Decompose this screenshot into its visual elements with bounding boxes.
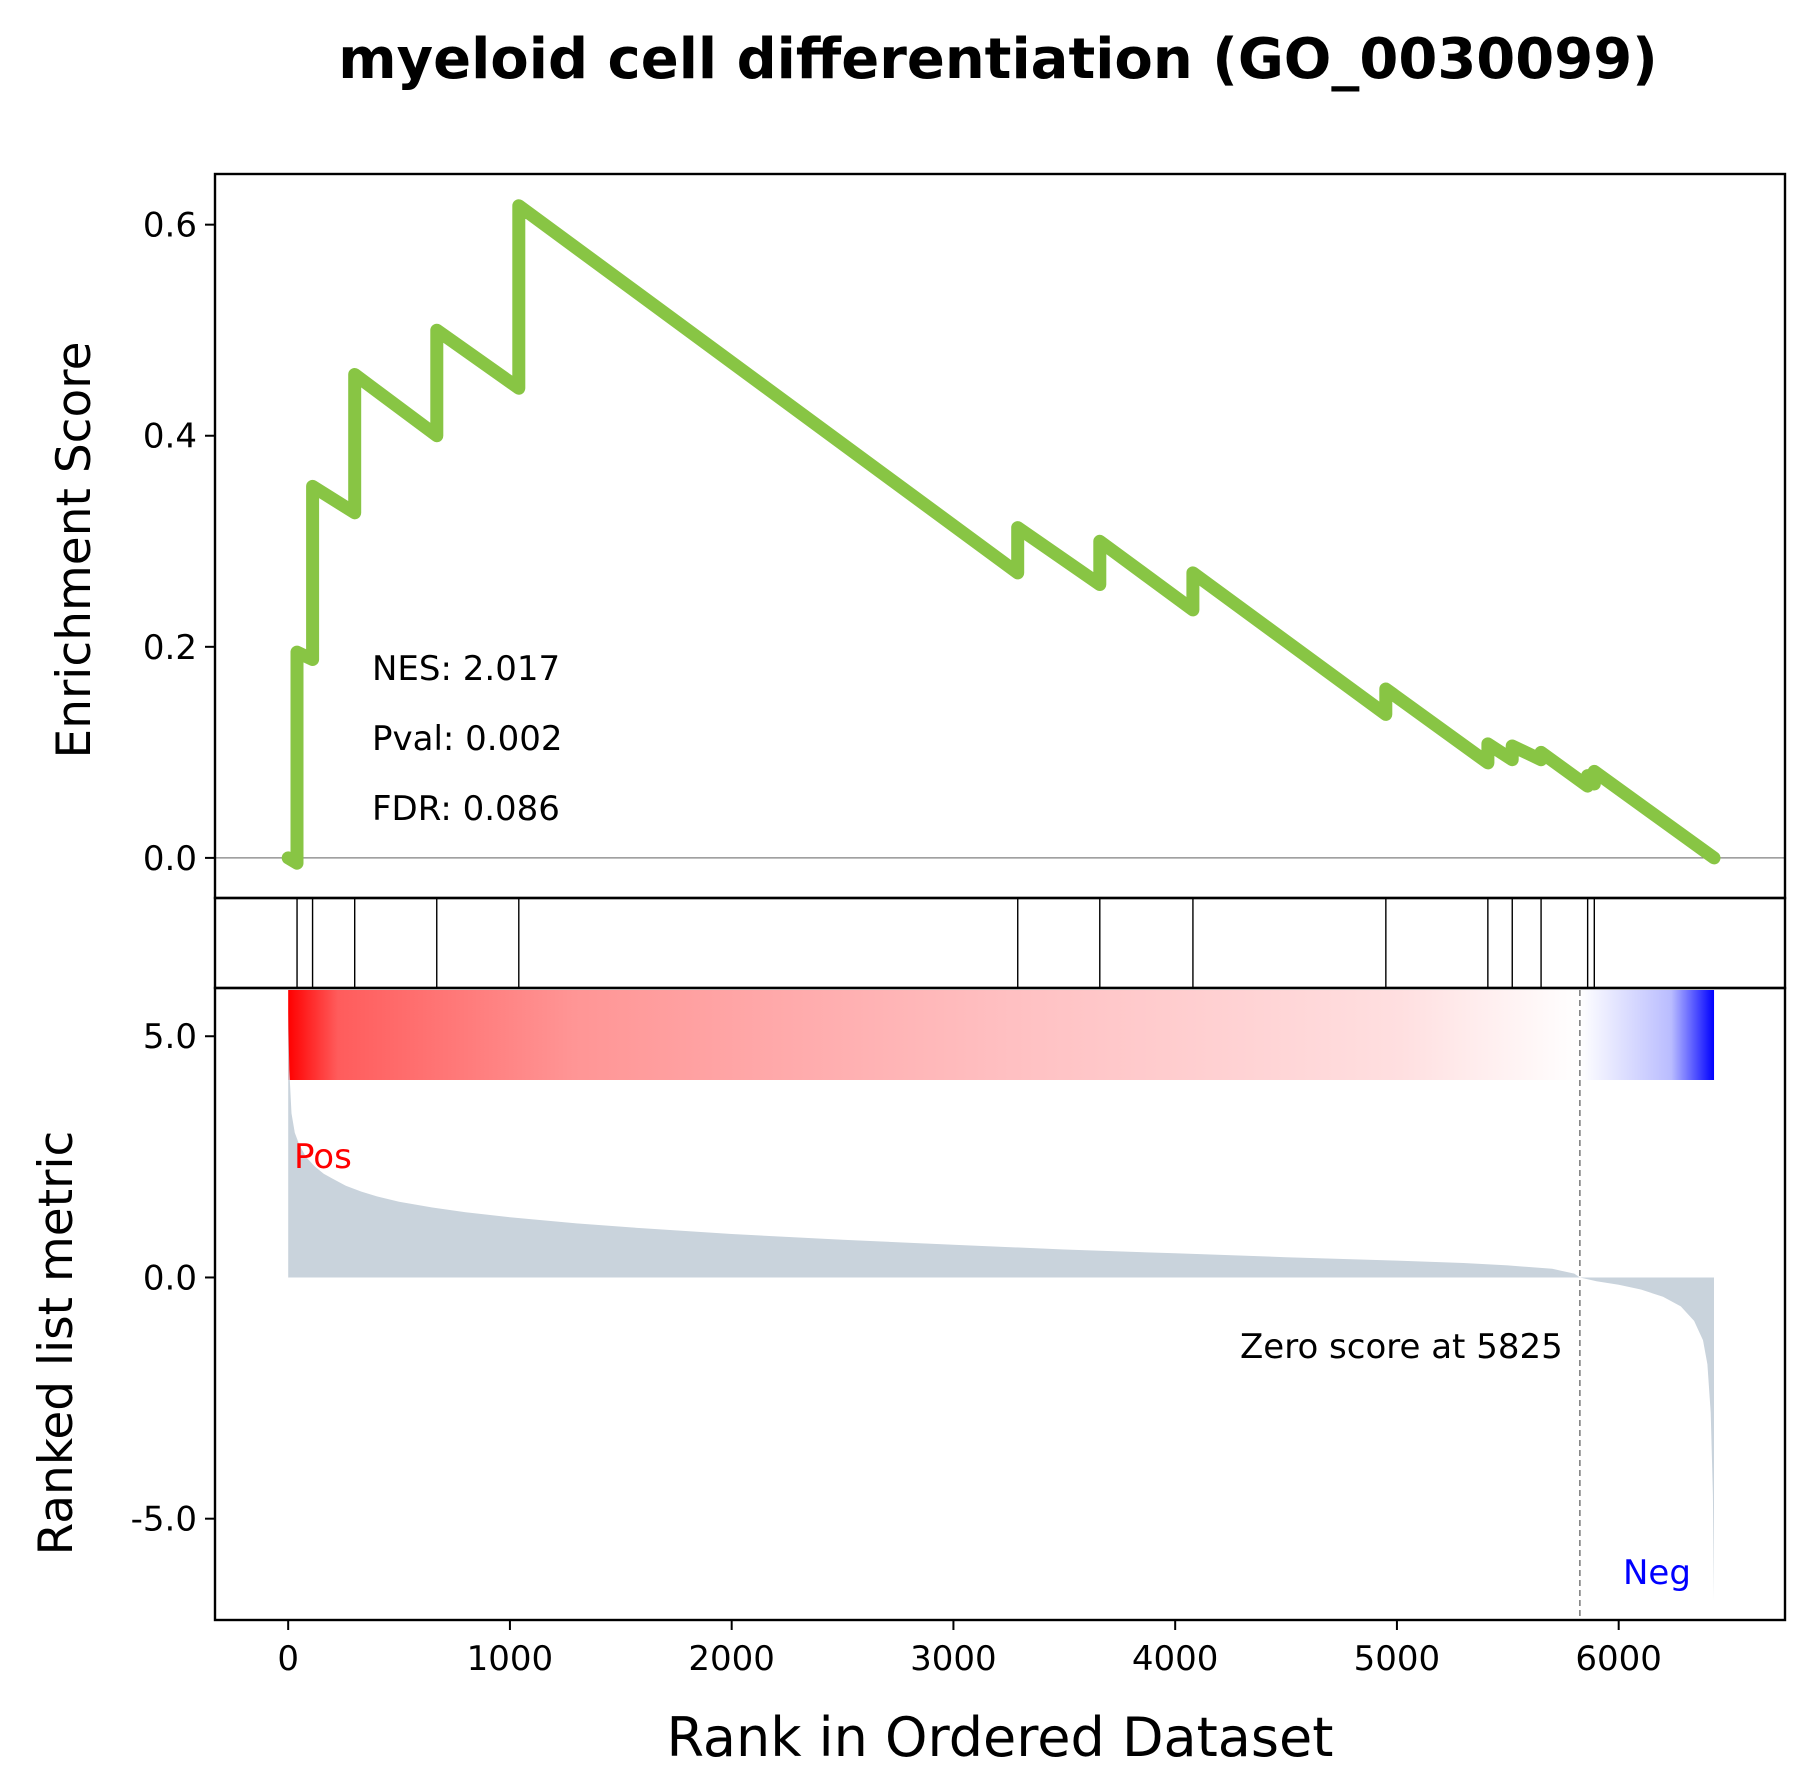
metric-ytick-label: -5.0 xyxy=(131,1500,197,1540)
es-ytick-label: 0.6 xyxy=(143,206,197,246)
metric-ylabel: Ranked list metric xyxy=(29,1131,84,1556)
pos-label: Pos xyxy=(294,1137,352,1177)
metric-ytick-label: 5.0 xyxy=(143,1017,197,1057)
x-tick-label: 0 xyxy=(277,1639,299,1679)
x-tick-label: 4000 xyxy=(1132,1639,1219,1679)
x-tick-label: 3000 xyxy=(910,1639,997,1679)
es-line xyxy=(281,199,1721,870)
es-ylabel: Enrichment Score xyxy=(47,342,102,759)
hits-panel xyxy=(213,896,1787,990)
x-tick-label: 2000 xyxy=(688,1639,775,1679)
rank-heatmap xyxy=(288,990,1715,1080)
metric-ytick-label: 0.0 xyxy=(143,1258,197,1298)
es-panel: NES: 2.017 Pval: 0.002 FDR: 0.086 0.0 0.2… xyxy=(47,172,1787,900)
neg-label: Neg xyxy=(1623,1553,1691,1593)
metric-panel-frame xyxy=(213,986,1787,1622)
x-axis-label: Rank in Ordered Dataset xyxy=(667,1706,1334,1769)
x-tick-label: 5000 xyxy=(1354,1639,1441,1679)
zero-score-label: Zero score at 5825 xyxy=(1240,1327,1563,1367)
es-ytick-label: 0.0 xyxy=(143,839,197,879)
chart-title: myeloid cell differentiation (GO_0030099… xyxy=(338,27,1658,92)
x-tick-label: 1000 xyxy=(467,1639,554,1679)
metric-area xyxy=(288,1012,1715,1601)
hits-panel-frame xyxy=(213,896,1787,990)
x-tick-label: 6000 xyxy=(1575,1639,1662,1679)
es-ytick-label: 0.4 xyxy=(143,417,197,457)
es-ytick-label: 0.2 xyxy=(143,628,197,668)
pval-annotation: Pval: 0.002 xyxy=(372,719,563,759)
metric-panel: Zero score at 5825 Pos Neg 5.0 0.0 -5.0 Ra… xyxy=(29,986,1787,1622)
nes-annotation: NES: 2.017 xyxy=(372,649,560,689)
fdr-annotation: FDR: 0.086 xyxy=(372,789,560,829)
